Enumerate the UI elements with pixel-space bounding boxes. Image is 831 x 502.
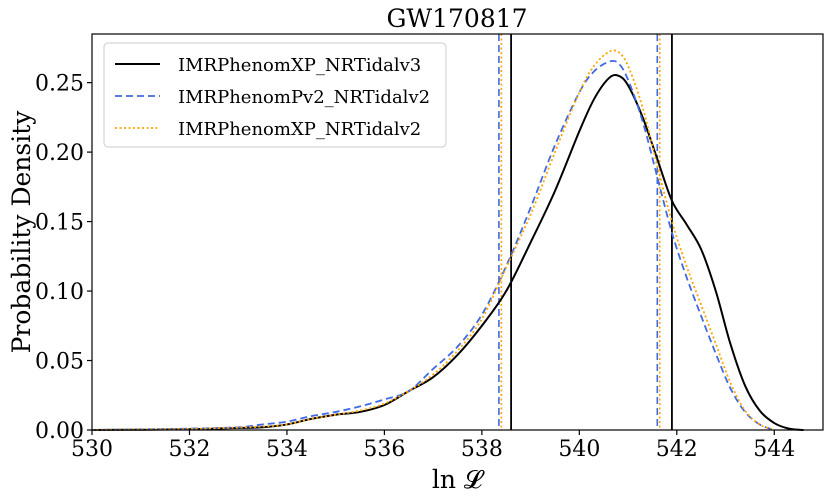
x-tick-label-530: 530 — [71, 437, 113, 462]
y-tick-label-0.20: 0.20 — [35, 141, 84, 166]
x-tick-label-540: 540 — [558, 437, 600, 462]
legend-label-imrphenomxp-nrtidalv3: IMRPhenomXP_NRTidalv3 — [178, 55, 421, 76]
y-tick-label-0.15: 0.15 — [35, 211, 84, 236]
axes-frame — [91, 33, 824, 431]
x-tick-label-542: 542 — [656, 437, 698, 462]
imrphenomxp-nrtidalv3-density-curve — [91, 74, 804, 431]
chart-title: GW170817 — [386, 4, 527, 33]
plot-area — [91, 34, 804, 431]
x-tick-label-536: 536 — [363, 437, 405, 462]
legend: IMRPhenomXP_NRTidalv3 IMRPhenomPv2_NRTida… — [103, 42, 447, 148]
x-tick-label-532: 532 — [168, 437, 210, 462]
legend-label-imrphenomxp-nrtidalv2: IMRPhenomXP_NRTidalv2 — [178, 119, 421, 140]
x-axis-label: ln 𝓛 — [432, 465, 485, 494]
y-tick-label-0.05: 0.05 — [35, 350, 84, 375]
y-tick-label-0.25: 0.25 — [35, 72, 84, 97]
x-tick-label-538: 538 — [461, 437, 503, 462]
legend-label-imrphenompv2-nrtidalv2: IMRPhenomPv2_NRTidalv2 — [178, 87, 430, 108]
axis-ticks: 530 532 534 536 538 540 542 544 0.00 0.05 0.10 0.15… — [35, 72, 795, 462]
legend-box — [103, 42, 447, 148]
y-tick-label-0.10: 0.10 — [35, 280, 84, 305]
imrphenompv2-nrtidalv2-density-curve — [91, 59, 775, 431]
x-tick-label-534: 534 — [266, 437, 308, 462]
x-tick-label-544: 544 — [753, 437, 795, 462]
imrphenomxp-nrtidalv2-density-curve — [91, 49, 775, 431]
y-axis-label: Probability Density — [7, 110, 36, 354]
y-tick-label-0.00: 0.00 — [35, 419, 84, 444]
